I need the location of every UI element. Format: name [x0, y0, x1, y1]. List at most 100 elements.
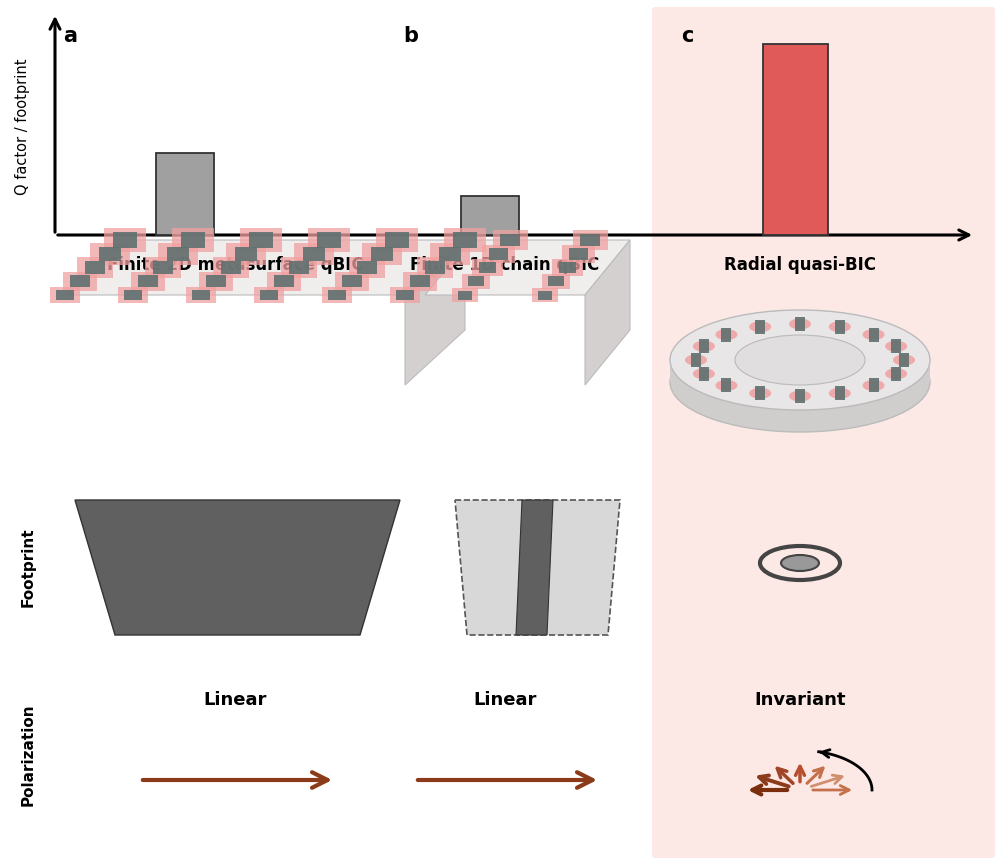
Bar	[185, 287, 216, 304]
Bar	[691, 353, 701, 367]
Bar	[240, 228, 282, 252]
Ellipse shape	[693, 369, 715, 379]
Bar	[569, 248, 588, 260]
Bar	[260, 290, 278, 300]
Ellipse shape	[716, 380, 738, 391]
Bar	[56, 290, 74, 300]
Bar	[439, 247, 462, 261]
Ellipse shape	[749, 321, 772, 332]
Polygon shape	[425, 240, 630, 295]
Text: c: c	[681, 26, 693, 46]
Bar	[899, 353, 909, 367]
Bar	[294, 243, 334, 265]
Bar	[288, 261, 309, 274]
Bar	[699, 367, 709, 381]
Ellipse shape	[716, 329, 738, 340]
Text: a: a	[63, 26, 77, 46]
Bar	[444, 228, 486, 252]
Bar	[699, 339, 709, 353]
Bar	[50, 287, 81, 304]
Bar	[891, 367, 901, 381]
Bar	[274, 275, 293, 287]
Bar	[159, 243, 197, 265]
Bar	[104, 228, 146, 252]
Bar	[425, 261, 446, 274]
Bar	[362, 243, 402, 265]
Ellipse shape	[789, 318, 811, 330]
Bar	[145, 257, 181, 278]
Bar	[317, 232, 341, 248]
Bar	[85, 261, 106, 274]
Bar	[453, 232, 477, 248]
Ellipse shape	[862, 329, 884, 340]
Polygon shape	[75, 500, 400, 635]
Bar	[281, 257, 317, 278]
Bar	[371, 247, 393, 261]
Bar	[226, 243, 265, 265]
Polygon shape	[516, 500, 553, 635]
Ellipse shape	[735, 335, 865, 385]
Bar	[99, 247, 122, 261]
Bar	[118, 287, 149, 304]
Bar	[403, 272, 437, 291]
Bar	[132, 272, 165, 291]
Bar	[537, 291, 552, 299]
Bar	[453, 288, 478, 302]
Bar	[172, 228, 214, 252]
Ellipse shape	[885, 341, 907, 352]
Polygon shape	[405, 240, 465, 385]
Polygon shape	[455, 500, 620, 635]
Bar	[868, 328, 878, 342]
Ellipse shape	[693, 341, 715, 352]
Bar	[249, 232, 273, 248]
Bar	[868, 379, 878, 393]
Bar	[469, 276, 485, 287]
Bar	[63, 272, 97, 291]
Bar	[548, 276, 564, 287]
Bar	[91, 243, 130, 265]
Bar	[722, 379, 732, 393]
Bar	[552, 259, 582, 276]
Text: b: b	[403, 26, 418, 46]
Ellipse shape	[893, 355, 915, 366]
Ellipse shape	[862, 380, 884, 391]
Bar	[357, 261, 378, 274]
Bar	[891, 339, 901, 353]
Text: Finite 2D metasurface qBIC: Finite 2D metasurface qBIC	[107, 256, 363, 274]
Bar	[322, 287, 352, 304]
Text: Polarization: Polarization	[21, 703, 36, 806]
Bar	[308, 228, 350, 252]
Bar	[220, 261, 241, 274]
Ellipse shape	[789, 390, 811, 401]
Text: Radial quasi-BIC: Radial quasi-BIC	[724, 256, 876, 274]
Bar	[461, 196, 519, 235]
Bar	[542, 274, 570, 289]
Bar	[166, 247, 189, 261]
Text: Linear: Linear	[203, 691, 266, 709]
Bar	[206, 275, 225, 287]
Bar	[431, 243, 470, 265]
Bar	[77, 257, 114, 278]
Ellipse shape	[670, 332, 930, 432]
Bar	[755, 319, 766, 334]
FancyBboxPatch shape	[652, 7, 995, 858]
Ellipse shape	[829, 387, 850, 399]
Text: Q factor / footprint: Q factor / footprint	[15, 58, 30, 195]
Text: Linear: Linear	[474, 691, 536, 709]
Bar	[722, 328, 732, 342]
Polygon shape	[585, 240, 630, 385]
Bar	[253, 287, 284, 304]
Bar	[795, 317, 805, 331]
Bar	[328, 290, 346, 300]
Bar	[125, 290, 142, 300]
Bar	[463, 274, 491, 289]
Ellipse shape	[885, 369, 907, 379]
Bar	[113, 232, 137, 248]
Bar	[153, 261, 173, 274]
Bar	[390, 287, 421, 304]
Bar	[417, 257, 454, 278]
Ellipse shape	[781, 555, 819, 571]
Bar	[795, 389, 805, 403]
Bar	[71, 275, 90, 287]
Bar	[303, 247, 325, 261]
